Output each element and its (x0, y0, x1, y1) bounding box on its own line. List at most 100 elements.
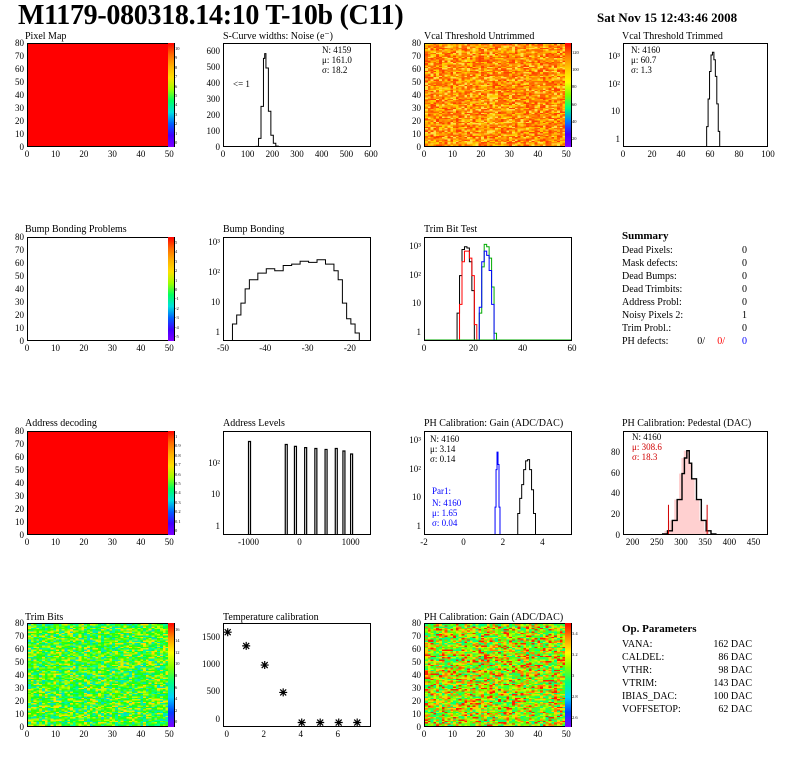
bump-bonding-plot (223, 237, 371, 341)
vcal-untrimmed-x-tick: 40 (533, 149, 543, 159)
panel-title-temperature: Temperature calibration (223, 612, 319, 623)
address-decoding-y-tick: 10 (15, 517, 24, 527)
bump-problems-x-tick: 0 (24, 343, 30, 353)
bump-bonding-x-tick: -30 (301, 343, 314, 353)
page-date: Sat Nov 15 12:43:46 2008 (597, 10, 738, 25)
scurve-annotation: <= 1 (233, 79, 250, 89)
temperature-x-tick: 6 (335, 729, 340, 739)
ph-gain-map-x-tick: 0 (421, 729, 427, 739)
vcal-untrimmed-palette-tick: 120 (572, 49, 579, 55)
trim-bits-palette-tick: 14 (175, 638, 180, 644)
ph-pedestal-y-tick: 40 (611, 488, 620, 499)
ph-gain-map-y-tick: 50 (412, 657, 421, 667)
ph-gain-map-plot (424, 623, 572, 727)
ph-pedestal-y-tick: 80 (611, 446, 620, 457)
trim-bits-plot (27, 623, 175, 727)
bump-problems-y-tick: 20 (15, 310, 24, 320)
vcal-untrimmed-y-tick: 70 (412, 51, 421, 61)
address-levels-peak-3 (304, 446, 308, 534)
panel-title-ph-gain: PH Calibration: Gain (ADC/DAC) (424, 418, 564, 429)
bump-problems-palette-tick: 5 (175, 239, 178, 245)
scurve-x-tick: 200 (265, 149, 280, 159)
trim-bit-test-y-tick: 10² (409, 269, 421, 280)
temperature-point-6 (334, 718, 343, 726)
scurve-y-tick: 600 (206, 46, 221, 56)
vcal-trimmed-plot (623, 43, 768, 147)
bump-bonding-y-tick: 10² (208, 267, 220, 278)
ph-pedestal-x-tick: 300 (674, 537, 688, 547)
ph-gain-series-1 (517, 459, 537, 534)
op-param-row: CALDEL: 86 DAC (622, 651, 752, 664)
op-param-value: 62 DAC (718, 704, 752, 715)
pixel-map-palette (168, 43, 174, 147)
bump-problems-palette-tick: -5 (175, 334, 179, 340)
address-decoding-y-tick: 40 (15, 478, 24, 488)
panel-title-address-levels: Address Levels (223, 418, 285, 429)
temperature-y-tick: 500 (206, 686, 221, 697)
address-decoding-palette-tick: 0.2 (175, 509, 181, 515)
summary-row: Dead Trimbits: 0 (622, 283, 747, 296)
summary-row: Dead Pixels: 0 (622, 244, 747, 257)
ph-gain-plot (424, 431, 572, 535)
address-levels-x-tick: 1000 (341, 537, 360, 547)
address-levels-svg (247, 440, 354, 534)
summary-row-label: Noisy Pixels 2: (622, 310, 684, 321)
temperature-point-3 (279, 688, 288, 697)
temperature-x-tick: 2 (261, 729, 266, 739)
ph-gain-y-tick: 10² (409, 463, 421, 474)
ph-gain-x-tick: 4 (540, 537, 545, 547)
address-decoding-palette-tick: 0.1 (175, 518, 181, 524)
ph-defects-value: 0 (742, 336, 747, 347)
vcal-untrimmed-palette-tick: 100 (572, 67, 579, 72)
address-decoding-y-tick: 60 (15, 452, 24, 462)
ph-gain-map-x-tick: 50 (561, 729, 571, 739)
pixel-map-y-tick: 70 (15, 51, 24, 61)
op-param-value: 100 DAC (713, 691, 752, 702)
ph-gain-map-x-tick: 40 (533, 729, 543, 739)
address-levels-x-tick: 0 (297, 537, 302, 547)
bump-problems-y-tick: 10 (15, 323, 24, 333)
temperature-svg (224, 628, 362, 726)
ph-pedestal-fill-bar (698, 520, 705, 534)
vcal-trimmed-x-tick: 100 (761, 149, 775, 159)
trim-bit-test-x-tick: 60 (567, 343, 577, 353)
trim-bits-y-tick: 10 (15, 709, 24, 719)
pixel-map-palette-tick: 0 (175, 140, 178, 146)
op-params-title: Op. Parameters (622, 623, 697, 635)
trim-bit-test-series-3 (478, 250, 495, 340)
address-decoding-palette-tick: 0 (175, 528, 178, 534)
address-decoding-x-tick: 30 (107, 537, 117, 547)
op-param-value: 162 DAC (713, 639, 752, 650)
ph-gain-y-tick: 10³ (409, 434, 421, 445)
op-param-value: 143 DAC (713, 678, 752, 689)
ph-gain-map-y-tick: 10 (412, 709, 421, 719)
bump-problems-palette-tick: 4 (175, 249, 178, 255)
bump-bonding-series (231, 259, 360, 340)
bump-problems-y-tick: 80 (15, 232, 24, 242)
vcal-trimmed-y-tick: 1 (615, 133, 621, 144)
pixel-map-y-tick: 20 (15, 116, 24, 126)
summary-row-label: Dead Pixels: (622, 245, 673, 256)
trim-bit-test-x-tick: 0 (421, 343, 427, 353)
ph-gain-map-y-tick: 40 (412, 670, 421, 680)
pixel-map-palette-tick: 1 (175, 130, 178, 136)
bump-problems-palette-tick: -1 (175, 296, 179, 302)
pixel-map-y-tick: 60 (15, 64, 24, 74)
vcal-untrimmed-y-tick: 10 (412, 129, 421, 139)
op-param-label: VANA: (622, 639, 653, 650)
trim-bits-x-tick: 10 (50, 729, 60, 739)
vcal-trimmed-x-tick: 20 (647, 149, 657, 159)
pixel-map-x-tick: 20 (79, 149, 89, 159)
ph-gain-series-0 (494, 451, 501, 534)
temperature-plot (223, 623, 371, 727)
scurve-y-tick: 100 (206, 126, 221, 136)
bump-problems-palette-tick: 3 (175, 258, 178, 264)
temperature-point-1 (242, 641, 251, 650)
scurve-y-tick: 0 (215, 142, 221, 152)
ph-pedestal-x-tick: 200 (625, 537, 640, 547)
pixel-map-palette-tick: 9 (175, 55, 178, 61)
trim-bit-test-series-1 (459, 250, 478, 340)
summary-row: Mask defects: 0 (622, 257, 747, 270)
bump-problems-x-tick: 20 (79, 343, 89, 353)
scurve-x-tick: 0 (220, 149, 226, 159)
